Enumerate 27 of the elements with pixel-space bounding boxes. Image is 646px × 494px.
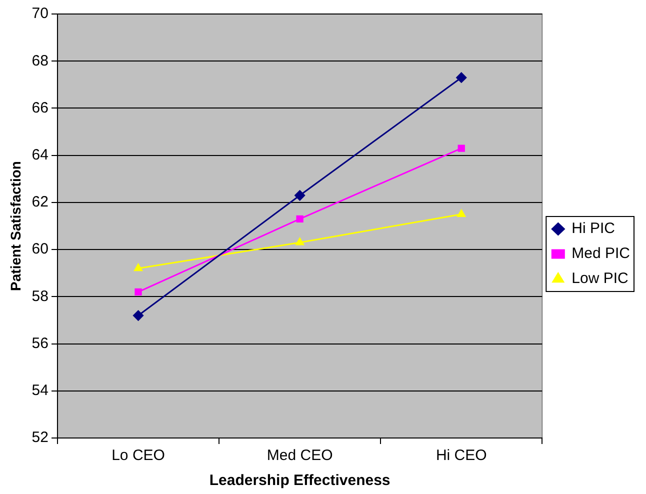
y-tick-label: 54 [32,382,48,400]
y-tick-label: 68 [32,52,48,70]
point [456,72,467,83]
point [134,288,142,296]
y-tick-label: 64 [32,146,48,164]
point [296,238,304,246]
x-tick-label: Med CEO [266,447,333,464]
point [458,144,465,152]
y-tick-label: 58 [32,288,48,305]
point [457,209,466,217]
point [134,264,142,272]
point [133,310,144,321]
x-tick-label: Hi CEO [436,447,487,464]
legend-label: Low PIC [572,270,629,288]
point [294,190,306,201]
y-tick-label: 66 [32,99,48,116]
legend-label: Hi PIC [572,220,616,238]
y-tick-label: 70 [32,5,48,22]
legend-label: Med PIC [572,245,630,262]
x-tick-label: Lo CEO [112,447,165,464]
point [296,215,304,223]
y-axis-title: Patient Satisfaction [7,161,24,291]
y-tick-label: 62 [32,194,48,211]
y-tick-label: 52 [32,429,48,446]
y-tick-label: 60 [32,240,48,258]
x-axis-title: Leadership Effectiveness [209,472,390,490]
y-tick-label: 56 [32,334,48,352]
